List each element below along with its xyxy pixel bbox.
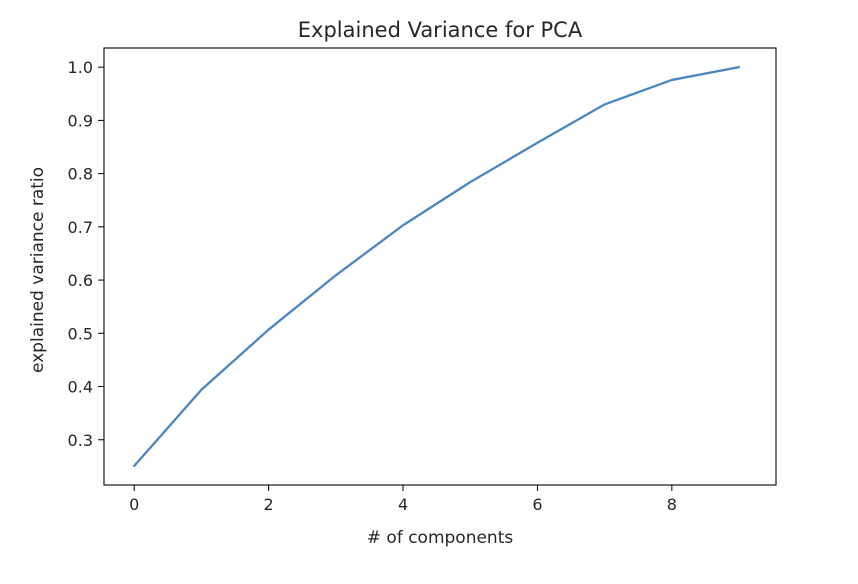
plot-area	[103, 47, 777, 486]
y-tick-label: 0.4	[68, 378, 93, 397]
y-tick-label: 0.7	[68, 218, 93, 237]
series-line	[133, 66, 741, 467]
x-tick-label: 0	[129, 495, 139, 514]
x-tick-label: 8	[667, 495, 677, 514]
y-axis: 0.3 0.4 0.5 0.6 0.7 0.8 0.9 1.0	[68, 58, 104, 450]
x-axis-label: # of components	[367, 528, 514, 548]
y-axis-label: explained variance ratio	[28, 167, 48, 373]
x-tick-label: 6	[532, 495, 542, 514]
x-axis: 0 2 4 6 8	[129, 485, 677, 514]
plot-frame	[103, 47, 777, 486]
y-tick-label: 1.0	[68, 58, 93, 77]
y-tick-label: 0.9	[68, 111, 93, 130]
y-tick-label: 0.5	[68, 324, 93, 343]
y-tick-label: 0.6	[68, 271, 93, 290]
chart-title: Explained Variance for PCA	[298, 18, 583, 42]
x-tick-label: 2	[264, 495, 274, 514]
y-tick-label: 0.3	[68, 431, 93, 450]
y-tick-label: 0.8	[68, 165, 93, 184]
x-tick-label: 4	[398, 495, 408, 514]
